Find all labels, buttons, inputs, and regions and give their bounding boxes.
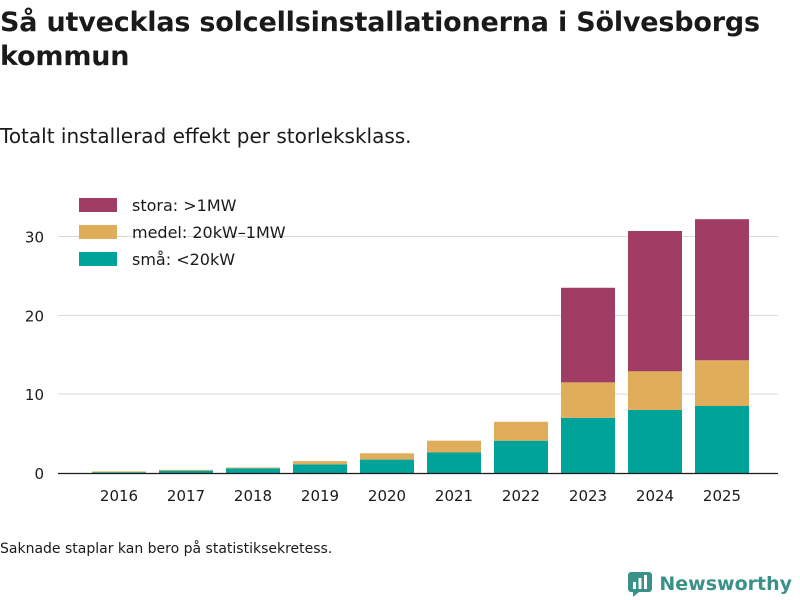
bar-2019-series-0: [293, 464, 347, 473]
brand-name: Newsworthy: [659, 573, 792, 595]
brand-logo[interactable]: Newsworthy: [627, 570, 792, 598]
bar-2022-series-1: [494, 421, 548, 441]
x-tick-label-2025: 2025: [703, 487, 741, 505]
bar-2019-series-1: [293, 461, 347, 465]
y-tick-label-30: 30: [25, 229, 44, 247]
newsworthy-chart-icon: [628, 572, 653, 597]
legend: stora: >1MW medel: 20kW–1MW små: <20kW: [79, 196, 286, 269]
bar-2023-series-2: [561, 287, 615, 383]
legend-swatch-0: [79, 198, 117, 212]
axes: 0 10 20 30 2016 2017 2018 2019 2020 2021 2022 2023 2…: [25, 229, 778, 505]
x-tick-label-2018: 2018: [234, 487, 272, 505]
y-tick-label-0: 0: [34, 465, 44, 483]
bar-2017-series-0: [159, 470, 213, 473]
bar-2021-series-0: [427, 452, 481, 473]
bar-2020-series-1: [360, 453, 414, 460]
legend-swatch-1: [79, 225, 117, 239]
stacked-bar-chart: 0 10 20 30 2016 2017 2018 2019 2020 2021 2022 2023 2…: [25, 196, 778, 505]
x-tick-label-2021: 2021: [435, 487, 473, 505]
bar-2024-series-2: [628, 231, 682, 372]
bar-2025-series-0: [695, 406, 749, 473]
bar-2023-series-1: [561, 382, 615, 418]
bar-2023-series-0: [561, 417, 615, 473]
bar-2021-series-1: [427, 440, 481, 453]
x-tick-label-2017: 2017: [167, 487, 205, 505]
y-tick-label-10: 10: [25, 386, 44, 404]
bar-2017-series-1: [159, 469, 213, 471]
bar-2024-series-0: [628, 409, 682, 473]
bar-2020-series-0: [360, 459, 414, 473]
legend-label-2: små: <20kW: [132, 250, 235, 269]
x-tick-label-2016: 2016: [100, 487, 138, 505]
bar-2018-series-1: [226, 467, 280, 469]
bar-2025-series-1: [695, 360, 749, 406]
bars: [92, 219, 749, 473]
x-tick-label-2023: 2023: [569, 487, 607, 505]
legend-label-0: stora: >1MW: [132, 196, 237, 215]
bar-2018-series-0: [226, 468, 280, 473]
x-tick-label-2022: 2022: [502, 487, 540, 505]
bar-2016-series-0: [92, 472, 146, 473]
bar-2016-series-1: [92, 471, 146, 473]
x-tick-label-2020: 2020: [368, 487, 406, 505]
bar-2024-series-1: [628, 371, 682, 410]
chart-subtitle: Totalt installerad effekt per storlekskl…: [0, 124, 412, 148]
bar-2022-series-0: [494, 440, 548, 473]
x-tick-label-2024: 2024: [636, 487, 674, 505]
bar-2025-series-2: [695, 219, 749, 361]
footnote: Saknade staplar kan bero på statistiksek…: [0, 541, 333, 557]
legend-label-1: medel: 20kW–1MW: [132, 223, 286, 242]
x-tick-label-2019: 2019: [301, 487, 339, 505]
y-tick-label-20: 20: [25, 307, 44, 325]
chart-title: Så utvecklas solcellsinstallationerna i …: [0, 7, 760, 72]
legend-swatch-2: [79, 252, 117, 266]
